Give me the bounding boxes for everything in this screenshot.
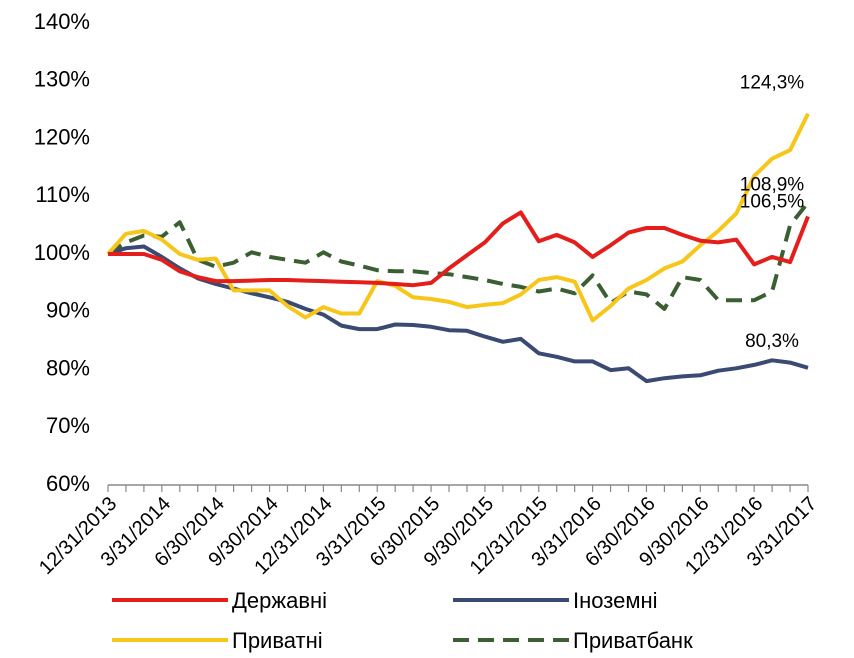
y-tick-label: 120% [34, 124, 90, 149]
series-line [106, 112, 810, 323]
y-tick-label: 70% [46, 413, 90, 438]
y-tick-label: 100% [34, 240, 90, 265]
y-tick-label: 60% [46, 471, 90, 496]
y-tick-label: 140% [34, 9, 90, 34]
data-label: 106,5% [740, 191, 805, 212]
data-label: 124,3% [740, 73, 805, 94]
series-line [108, 210, 810, 288]
y-tick-label: 130% [34, 67, 90, 92]
legend-label: Приватні [232, 628, 323, 653]
series-line [106, 201, 810, 311]
data-label: 108,9% [740, 175, 805, 196]
legend-label: Іноземні [573, 588, 658, 613]
series-line [107, 244, 809, 384]
y-tick-label: 110% [35, 182, 90, 207]
legend-label: Державні [232, 588, 327, 613]
y-tick-label: 90% [46, 298, 90, 323]
data-label: 80,3% [745, 331, 799, 352]
legend-label: Приватбанк [573, 628, 693, 653]
y-tick-label: 80% [46, 355, 90, 380]
